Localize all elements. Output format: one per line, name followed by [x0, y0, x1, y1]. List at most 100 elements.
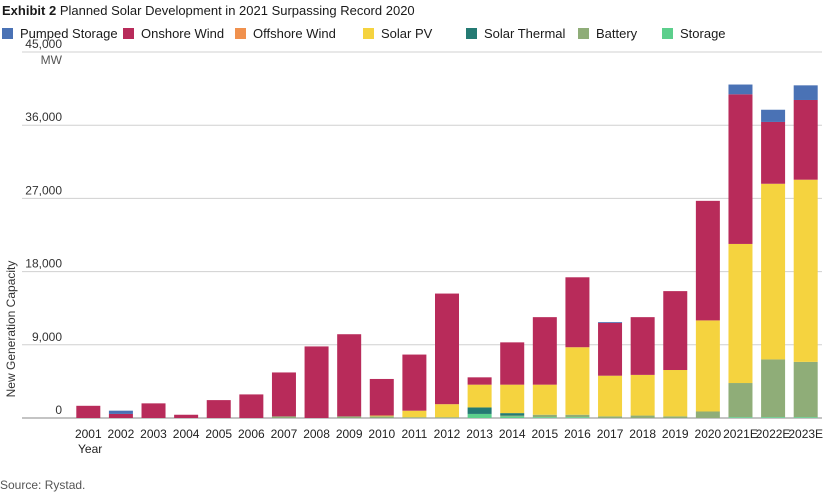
- bar-segment-solar-pv: [532, 384, 557, 415]
- source-note: Source: Rystad.: [0, 478, 86, 492]
- x-tick-label: 2021E: [723, 427, 758, 441]
- bar-segment-battery: [565, 414, 590, 418]
- bar-segment-onshore-wind: [630, 317, 655, 375]
- legend-label: Storage: [680, 26, 726, 41]
- x-tick-label: 2016: [564, 427, 591, 441]
- bar-segment-solar-pv: [663, 370, 688, 417]
- x-tick-label: 2015: [531, 427, 558, 441]
- legend-swatch: [2, 28, 13, 39]
- y-tick-label: 27,000: [25, 183, 62, 197]
- exhibit-label: Exhibit 2: [2, 3, 57, 18]
- x-tick-label: 2004: [173, 427, 200, 441]
- bar-segment-battery: [761, 359, 786, 418]
- bar-segment-onshore-wind: [108, 413, 133, 418]
- x-tick-label: 2012: [434, 427, 461, 441]
- x-tick-label: 2008: [303, 427, 330, 441]
- legend-item: Onshore Wind: [123, 26, 224, 41]
- bar-segment-battery: [435, 417, 459, 418]
- bar-segment-solar-thermal: [500, 413, 525, 416]
- x-tick-label: 2002: [108, 427, 135, 441]
- legend-item: Solar PV: [363, 26, 432, 41]
- legend-label: Pumped Storage: [20, 26, 118, 41]
- legend-swatch: [466, 28, 477, 39]
- bar-segment-pumped-storage: [793, 85, 818, 100]
- legend-label: Offshore Wind: [253, 26, 336, 41]
- bar-segment-solar-pv: [467, 384, 492, 408]
- y-tick-label: 45,000: [25, 37, 62, 51]
- bar-segment-battery: [793, 361, 818, 418]
- bar-segment-storage: [532, 417, 557, 418]
- legend-item: Pumped Storage: [2, 26, 118, 41]
- chart-title-text: Planned Solar Development in 2021 Surpas…: [59, 3, 415, 18]
- x-tick-label: 2017: [597, 427, 624, 441]
- bar-segment-storage: [565, 417, 590, 418]
- y-tick-label: 36,000: [25, 110, 62, 124]
- bar-segment-solar-pv: [630, 374, 655, 416]
- legend-swatch: [123, 28, 134, 39]
- bar-segment-onshore-wind: [402, 354, 427, 411]
- legend-item: Solar Thermal: [466, 26, 565, 41]
- bar-segment-pumped-storage: [728, 84, 753, 95]
- bar-segment-solar-pv: [402, 410, 427, 418]
- x-tick-label: 2022E: [756, 427, 791, 441]
- y-tick-label: 9,000: [32, 330, 62, 344]
- bar-segment-onshore-wind: [761, 121, 786, 184]
- bar-segment-onshore-wind: [239, 394, 264, 418]
- bar-segment-pumped-storage: [761, 109, 786, 122]
- bar-segment-solar-pv: [500, 384, 525, 414]
- bar-segment-battery: [598, 416, 623, 418]
- x-tick-label: 2010: [368, 427, 395, 441]
- bar-segment-onshore-wind: [728, 94, 753, 244]
- x-tick-label: 2006: [238, 427, 265, 441]
- y-axis-title: New Generation Capacity: [4, 261, 18, 398]
- bar-segment-onshore-wind: [141, 403, 166, 418]
- bar-segment-onshore-wind: [435, 293, 459, 405]
- x-tick-label: 2001: [75, 427, 102, 441]
- y-unit-label: MW: [41, 53, 63, 67]
- bar-segment-storage: [728, 417, 753, 418]
- legend-label: Solar Thermal: [484, 26, 566, 41]
- bar-segment-battery: [663, 416, 688, 418]
- x-tick-label: 2023E: [788, 427, 823, 441]
- bar-segment-onshore-wind: [76, 405, 101, 418]
- bar-segment-battery: [728, 383, 753, 418]
- bar-segment-onshore-wind: [598, 322, 623, 376]
- bar-segment-battery: [532, 414, 557, 418]
- bar-segment-onshore-wind: [663, 291, 688, 371]
- legend-label: Solar PV: [381, 26, 433, 41]
- bar-segment-battery: [402, 417, 427, 418]
- bar-segment-onshore-wind: [532, 317, 557, 385]
- bar-segment-battery: [695, 411, 720, 418]
- bar-segment-onshore-wind: [271, 372, 296, 417]
- bar-segment-storage: [793, 417, 818, 418]
- bar-segment-storage: [467, 413, 492, 418]
- bar-segment-solar-pv: [728, 243, 753, 384]
- bar-segment-solar-pv: [435, 404, 459, 418]
- chart-legend: Pumped Storage Onshore Wind Offshore Wind S…: [0, 26, 836, 44]
- bar-segment-onshore-wind: [304, 346, 329, 418]
- bar-segment-storage: [500, 416, 525, 418]
- bar-segment-storage: [761, 417, 786, 418]
- bar-segment-solar-pv: [695, 320, 720, 412]
- x-tick-label: 2003: [140, 427, 167, 441]
- chart-title: Exhibit 2 Planned Solar Development in 2…: [2, 3, 415, 18]
- bar-segment-onshore-wind: [369, 378, 394, 416]
- x-tick-label: 2007: [271, 427, 298, 441]
- bar-segment-solar-pv: [598, 375, 623, 417]
- bar-segment-onshore-wind: [695, 200, 720, 321]
- legend-swatch: [363, 28, 374, 39]
- bar-segment-onshore-wind: [467, 377, 492, 385]
- bar-segment-pumped-storage: [598, 322, 623, 323]
- bar-segment-onshore-wind: [500, 342, 525, 385]
- bar-segment-battery: [337, 416, 362, 418]
- x-tick-label: 2020: [695, 427, 722, 441]
- legend-swatch: [578, 28, 589, 39]
- legend-label: Battery: [596, 26, 638, 41]
- x-tick-label: 2005: [205, 427, 232, 441]
- bar-segment-onshore-wind: [337, 334, 362, 417]
- legend-item: Battery: [578, 26, 637, 41]
- x-axis-title: Year: [78, 442, 102, 456]
- x-tick-label: 2013: [466, 427, 493, 441]
- x-tick-label: 2019: [662, 427, 689, 441]
